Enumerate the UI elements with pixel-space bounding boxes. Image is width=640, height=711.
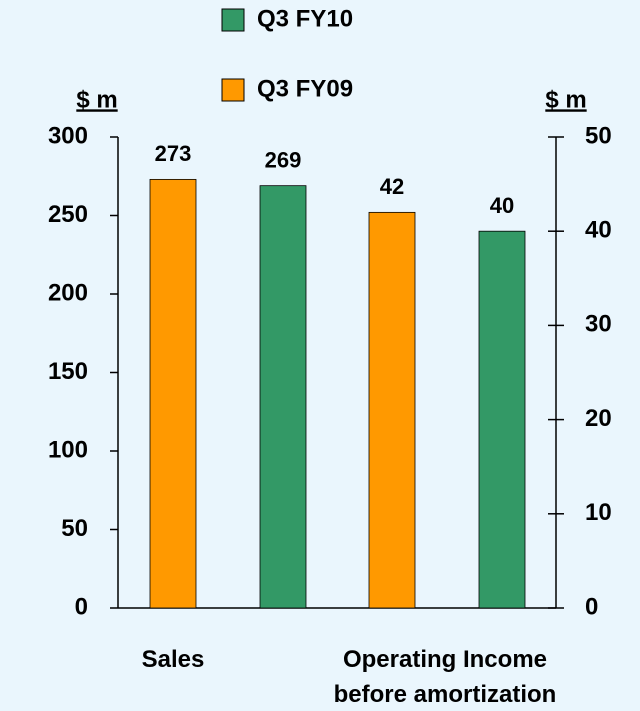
y-axis-label: $ m [76,86,117,113]
y-tick-label: 150 [48,358,88,385]
y-tick-label: 50 [61,515,88,542]
legend-swatch [221,78,245,102]
y-tick-label: 300 [48,122,88,149]
y2-tick-label: 30 [585,311,612,338]
legend-swatch [221,8,245,32]
bar [149,178,197,609]
value-label: 42 [380,174,404,199]
legend-label: Q3 FY09 [257,75,353,102]
bar [478,230,526,609]
y2-tick-label: 20 [585,405,612,432]
legend-label: Q3 FY10 [257,5,353,32]
y-tick-label: 100 [48,436,88,463]
value-label: 273 [155,141,192,166]
bar [368,211,416,609]
x-tick-label: Sales [141,646,205,673]
bar [259,185,307,609]
y2-tick-label: 40 [585,217,612,244]
x-tick-label: Operating Income before amortization [333,646,557,708]
y2-tick-label: 50 [585,122,612,149]
y2-axis-label: $ m [545,86,586,113]
y-tick-label: 250 [48,201,88,228]
y-tick-label: 0 [75,593,88,620]
value-label: 269 [265,147,302,172]
y2-tick-label: 10 [585,499,612,526]
y2-tick-label: 0 [585,593,598,620]
value-label: 40 [490,193,514,218]
y-tick-label: 200 [48,279,88,306]
